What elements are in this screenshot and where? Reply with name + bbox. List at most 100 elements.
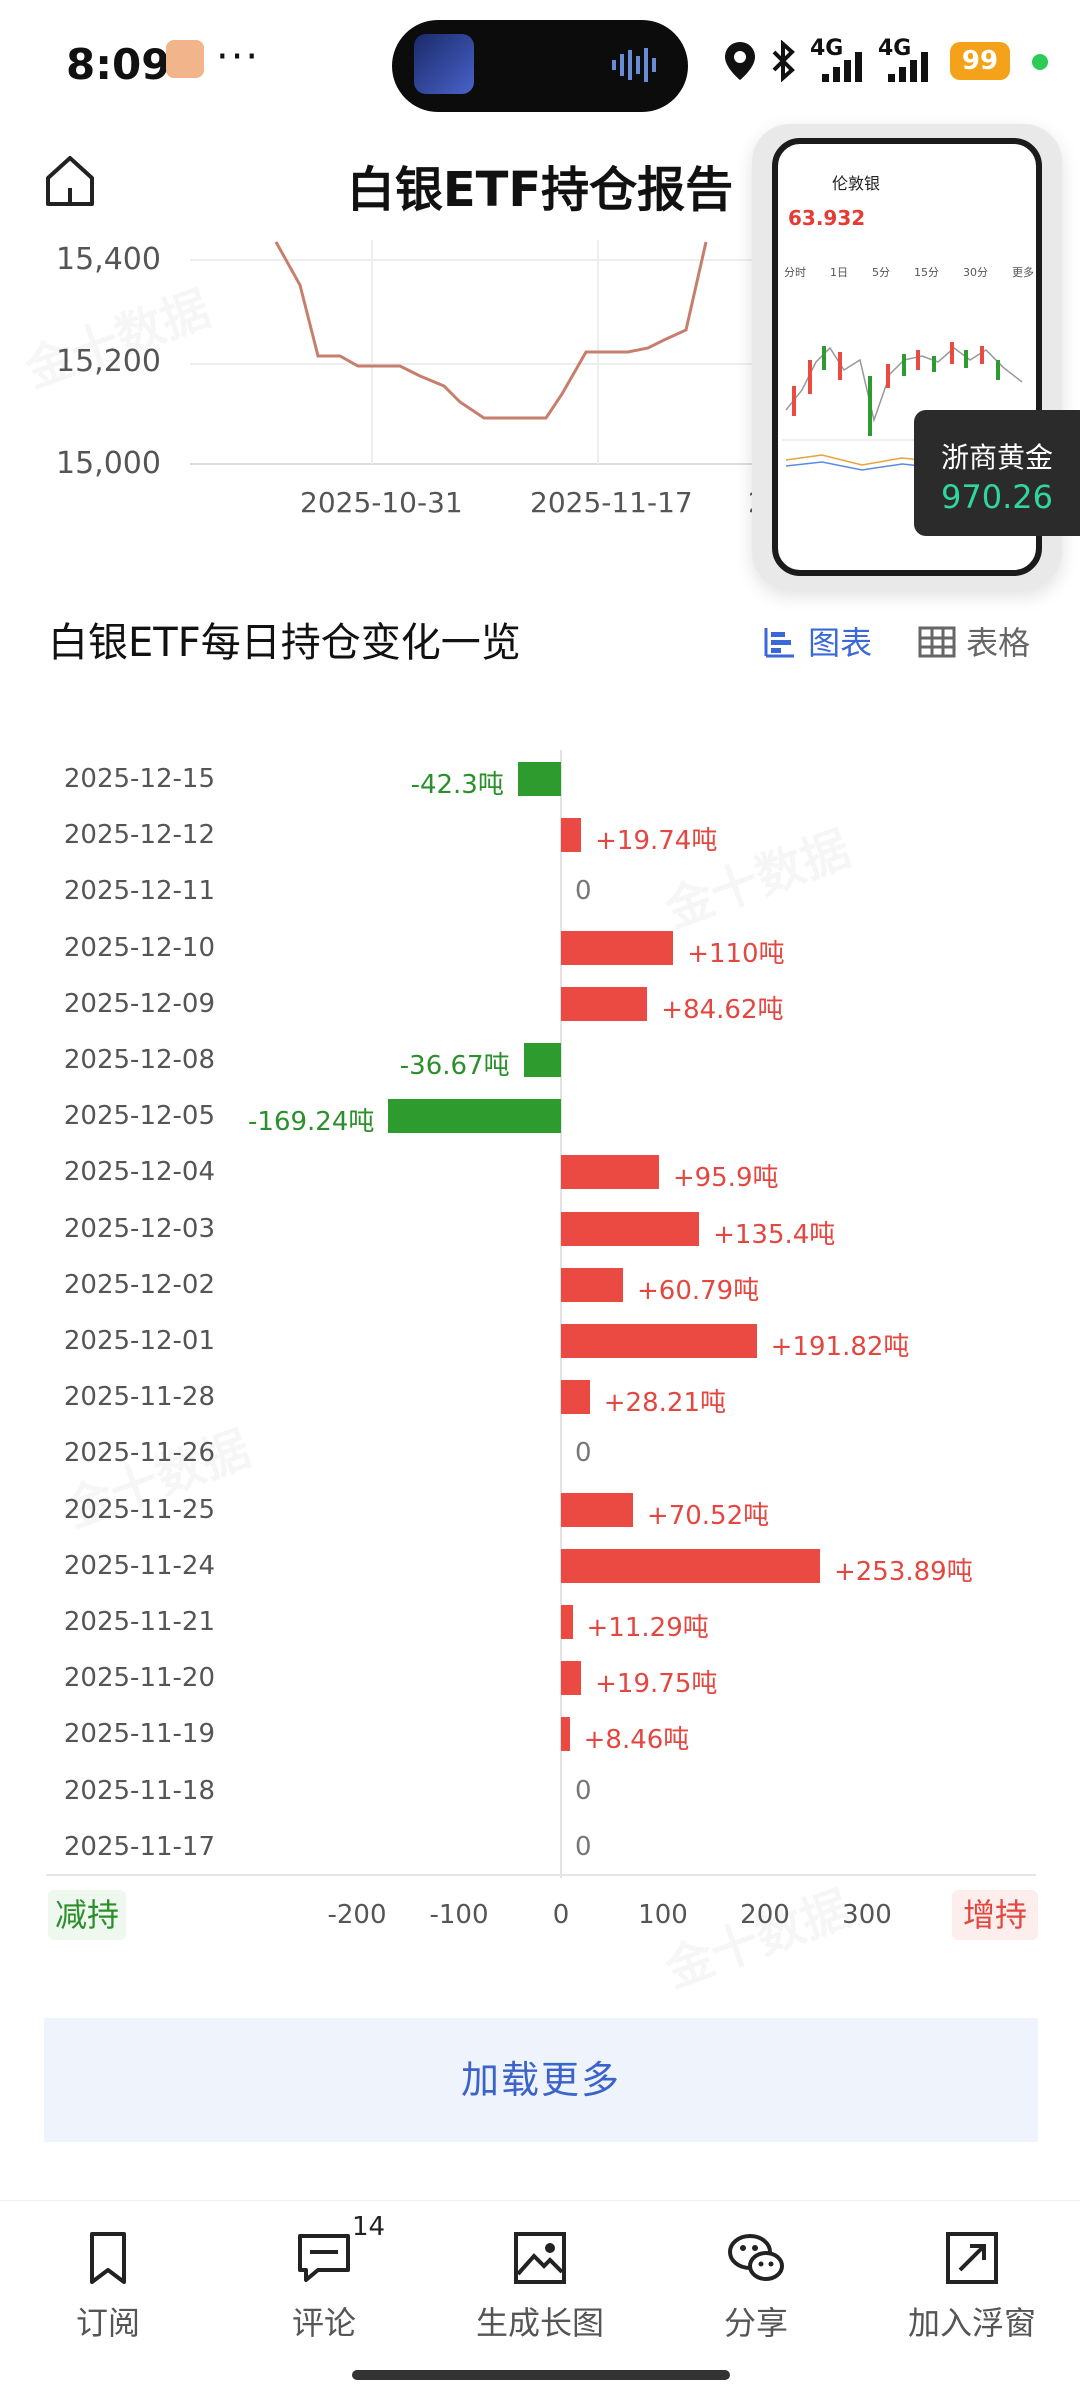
bar-increase[interactable] bbox=[561, 1548, 820, 1583]
status-bar: 8:09 ··· 4G 4G 99 bbox=[0, 0, 1080, 120]
row-date-label: 2025-11-18 bbox=[63, 1775, 215, 1806]
comment-button[interactable]: 评论 bbox=[244, 2228, 404, 2344]
x-axis-tick-label: 300 bbox=[842, 1900, 892, 1930]
bar-value-label: +84.62吨 bbox=[661, 994, 784, 1025]
signal-icon bbox=[888, 52, 928, 82]
gold-ticker-value: 970.26 bbox=[941, 478, 1053, 516]
bar-value-label: -169.24吨 bbox=[248, 1107, 375, 1138]
status-more-icon: ··· bbox=[216, 34, 261, 80]
island-app-icon bbox=[414, 34, 474, 94]
bar-chart-icon bbox=[764, 628, 794, 658]
line-chart-svg bbox=[190, 240, 760, 465]
location-icon bbox=[725, 42, 755, 80]
mini-price: 63.932 bbox=[788, 206, 866, 230]
row-date-label: 2025-11-20 bbox=[63, 1663, 215, 1694]
x-axis-tick-label: -200 bbox=[327, 1900, 387, 1930]
row-date-label: 2025-12-15 bbox=[63, 764, 215, 794]
chart-view-toggle[interactable]: 图表 bbox=[762, 618, 872, 664]
row-date-label: 2025-11-25 bbox=[63, 1494, 215, 1525]
subscribe-label: 订阅 bbox=[75, 2304, 140, 2342]
bar-increase[interactable] bbox=[561, 1155, 659, 1190]
bar-value-label: +110吨 bbox=[687, 938, 785, 969]
network-type-1: 4G bbox=[810, 36, 844, 61]
bar-increase[interactable] bbox=[561, 1717, 570, 1752]
bar-increase[interactable] bbox=[561, 1605, 573, 1639]
mini-tabs: 分时 1日 5分 15分 30分 更多 bbox=[784, 264, 1034, 280]
bar-value-label: +70.52吨 bbox=[646, 1500, 770, 1531]
bar-value-label: 0 bbox=[575, 876, 592, 907]
home-icon[interactable] bbox=[40, 150, 100, 210]
subscribe-button[interactable]: 订阅 bbox=[28, 2228, 188, 2344]
bar-value-label: +191.82吨 bbox=[770, 1332, 910, 1362]
bar-decrease[interactable] bbox=[517, 762, 561, 796]
row-date-label: 2025-12-01 bbox=[63, 1326, 215, 1356]
load-more-button[interactable]: 加载更多 bbox=[44, 2018, 1038, 2142]
comment-count-badge: 14 bbox=[352, 2212, 386, 2242]
holdings-line bbox=[274, 241, 708, 420]
bar-increase[interactable] bbox=[561, 1324, 757, 1358]
row-date-label: 2025-12-03 bbox=[63, 1213, 215, 1244]
comment-label: 评论 bbox=[291, 2304, 356, 2342]
audio-wave-icon bbox=[612, 48, 656, 82]
bar-increase[interactable] bbox=[561, 818, 582, 853]
bar-value-label: +19.75吨 bbox=[595, 1669, 718, 1700]
mini-tab: 15分 bbox=[914, 266, 939, 279]
bar-value-label: +28.21吨 bbox=[603, 1388, 726, 1419]
row-date-label: 2025-12-09 bbox=[63, 988, 215, 1019]
bar-value-label: +253.89吨 bbox=[833, 1556, 973, 1587]
section-title: 白银ETF每日持仓变化一览 bbox=[48, 620, 521, 666]
status-time: 8:09 bbox=[66, 40, 171, 89]
row-date-label: 2025-11-26 bbox=[63, 1438, 215, 1469]
x-axis-tick-label: 0 bbox=[552, 1900, 570, 1930]
x-axis-line bbox=[46, 1874, 1036, 1876]
bar-value-label: 0 bbox=[575, 1775, 592, 1806]
chart-view-label: 图表 bbox=[808, 624, 873, 662]
row-date-label: 2025-11-17 bbox=[63, 1831, 215, 1862]
increase-legend: 增持 bbox=[952, 1890, 1038, 1940]
bar-increase[interactable] bbox=[561, 986, 648, 1021]
zero-axis-line bbox=[560, 750, 562, 1878]
float-window-icon bbox=[946, 2232, 998, 2284]
bar-increase[interactable] bbox=[561, 930, 674, 965]
bar-increase[interactable] bbox=[561, 1267, 623, 1302]
bar-value-label: -42.3吨 bbox=[410, 770, 504, 800]
signal-icon bbox=[822, 52, 862, 82]
home-indicator bbox=[352, 2370, 730, 2380]
x-tick-label: 2025-11-17 bbox=[530, 486, 693, 519]
row-date-label: 2025-12-08 bbox=[63, 1045, 215, 1075]
y-tick-label: 15,200 bbox=[56, 344, 161, 379]
bar-increase[interactable] bbox=[561, 1661, 582, 1696]
share-button[interactable]: 分享 bbox=[676, 2228, 836, 2344]
bar-value-label: -36.67吨 bbox=[399, 1051, 510, 1081]
gold-ticker-card[interactable] bbox=[914, 410, 1080, 536]
gold-ticker-name: 浙商黄金 bbox=[940, 441, 1053, 474]
long-image-label: 生成长图 bbox=[475, 2304, 604, 2342]
mini-tab: 更多 bbox=[1012, 266, 1034, 279]
battery-indicator: 99 bbox=[950, 42, 1010, 80]
x-tick-label: 2025-10-31 bbox=[300, 486, 463, 519]
bar-increase[interactable] bbox=[561, 1492, 633, 1527]
mini-tab: 30分 bbox=[963, 266, 988, 279]
network-type-2: 4G bbox=[878, 36, 912, 61]
y-tick-label: 15,000 bbox=[56, 446, 161, 481]
watermark: 金十数据 bbox=[654, 1869, 858, 2000]
bar-decrease[interactable] bbox=[388, 1099, 561, 1134]
mini-tab: 5分 bbox=[872, 266, 890, 279]
bar-value-label: 0 bbox=[575, 1438, 592, 1469]
table-view-toggle[interactable]: 表格 bbox=[918, 618, 1030, 664]
bar-increase[interactable] bbox=[561, 1380, 590, 1415]
bar-increase[interactable] bbox=[561, 1211, 700, 1246]
bar-decrease[interactable] bbox=[523, 1043, 561, 1077]
comment-icon bbox=[298, 2234, 350, 2282]
row-date-label: 2025-11-19 bbox=[63, 1719, 215, 1750]
mini-candlestick-chart bbox=[782, 342, 1032, 471]
row-date-label: 2025-12-12 bbox=[63, 820, 215, 851]
bar-value-label: +11.29吨 bbox=[586, 1613, 709, 1643]
float-window-button[interactable]: 加入浮窗 bbox=[892, 2228, 1052, 2344]
app-notification-icon bbox=[166, 40, 204, 78]
reduce-legend: 减持 bbox=[48, 1890, 126, 1940]
row-date-label: 2025-12-11 bbox=[63, 876, 215, 907]
bookmark-icon bbox=[90, 2232, 126, 2284]
long-image-button[interactable]: 生成长图 bbox=[460, 2228, 620, 2344]
x-axis-tick-label: 100 bbox=[638, 1900, 688, 1930]
